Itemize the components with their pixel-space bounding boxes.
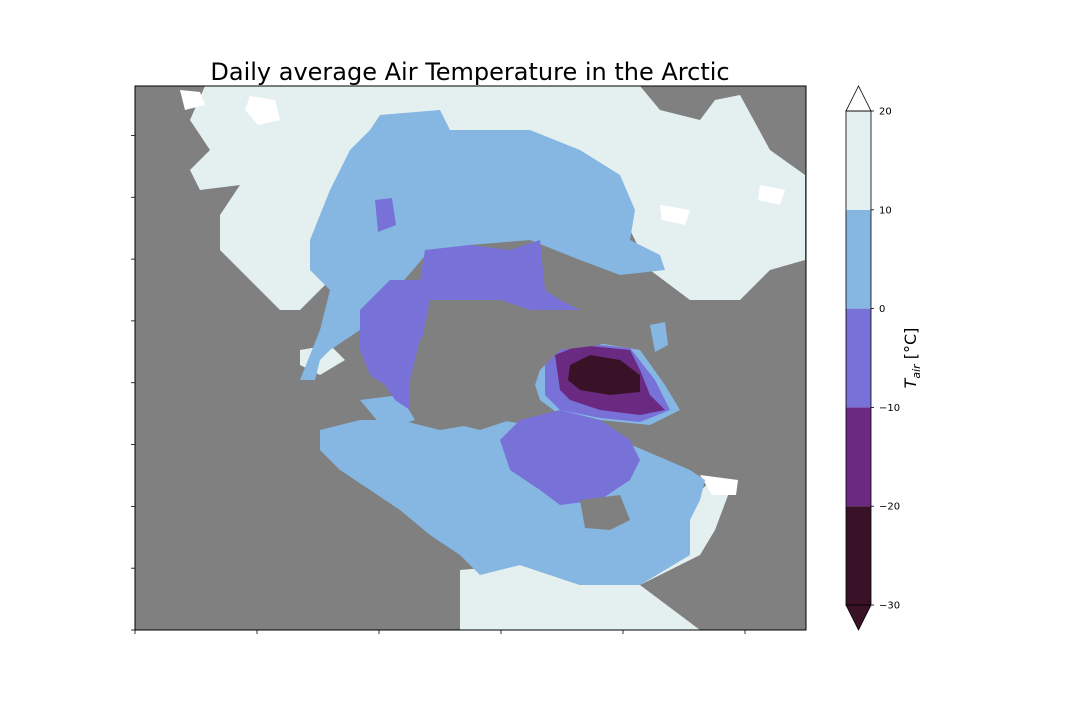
colorbar-bin-4 [846,111,871,210]
colorbar-frame [845,110,872,606]
colorbar-tick-label: −20 [879,502,900,513]
colorbar-under-extension [845,604,872,631]
colorbar-bin-1 [846,407,871,507]
field-level-minus30-minus20 [568,355,640,395]
colorbar-over-extension [845,85,872,112]
colorbar-tick-label: −30 [879,601,900,612]
field-level-white-specks [180,90,785,495]
map-plot-area [131,85,807,634]
colorbar-tick-label: 0 [879,304,885,315]
chart-title: Daily average Air Temperature in the Arc… [210,58,729,86]
colorbar-bin-3 [846,209,871,309]
x-axis-ticks [134,630,746,634]
field-land-overlay [420,300,630,530]
colorbar-tick-label: 10 [879,205,892,216]
colorbar-bin-0 [846,506,871,605]
map-frame [134,85,807,631]
colorbar: −30 −20 −10 0 10 20 Tair [°C] [845,85,923,631]
colorbar-label: Tair [°C] [901,328,923,389]
colorbar-tick-label: 20 [879,107,892,118]
y-axis-ticks [131,135,135,631]
colorbar-bin-2 [846,308,871,408]
colorbar-tick-label: −10 [879,403,900,414]
